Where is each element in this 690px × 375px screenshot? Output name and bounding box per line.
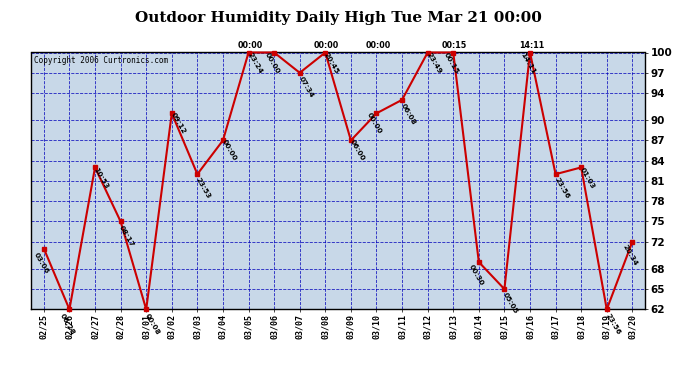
Text: 00:30: 00:30 — [468, 264, 485, 287]
Text: 20:45: 20:45 — [323, 51, 340, 75]
Text: 00:15: 00:15 — [442, 41, 467, 50]
Text: 07:34: 07:34 — [297, 75, 314, 99]
Text: 00:00: 00:00 — [366, 112, 383, 135]
Text: 08:17: 08:17 — [118, 224, 135, 248]
Text: 00:08: 00:08 — [144, 312, 161, 336]
Text: 01:03: 01:03 — [579, 166, 595, 189]
Text: 23:56: 23:56 — [604, 312, 621, 335]
Text: 06:08: 06:08 — [400, 103, 417, 126]
Text: 00:00: 00:00 — [365, 41, 391, 50]
Text: 00:00: 00:00 — [237, 41, 263, 50]
Text: 23:24: 23:24 — [246, 51, 263, 75]
Text: 06:28: 06:28 — [59, 312, 76, 336]
Text: 09:12: 09:12 — [169, 112, 186, 135]
Text: 03:06: 03:06 — [33, 251, 50, 274]
Text: 00:15: 00:15 — [442, 51, 460, 75]
Text: 00:00: 00:00 — [264, 51, 280, 75]
Text: 14:11: 14:11 — [520, 51, 536, 75]
Text: 20:34: 20:34 — [622, 243, 638, 267]
Text: 14:11: 14:11 — [519, 41, 544, 50]
Text: 23:49: 23:49 — [425, 51, 442, 75]
Text: 00:00: 00:00 — [221, 139, 237, 162]
Text: 23:53: 23:53 — [195, 177, 212, 200]
Text: 00:00: 00:00 — [314, 41, 339, 50]
Text: Outdoor Humidity Daily High Tue Mar 21 00:00: Outdoor Humidity Daily High Tue Mar 21 0… — [135, 11, 542, 25]
Text: Copyright 2006 Curtronics.com: Copyright 2006 Curtronics.com — [34, 56, 168, 65]
Text: 05:05: 05:05 — [502, 292, 519, 315]
Text: 23:56: 23:56 — [553, 177, 570, 200]
Text: 06:00: 06:00 — [348, 139, 366, 162]
Text: 10:53: 10:53 — [92, 166, 110, 189]
